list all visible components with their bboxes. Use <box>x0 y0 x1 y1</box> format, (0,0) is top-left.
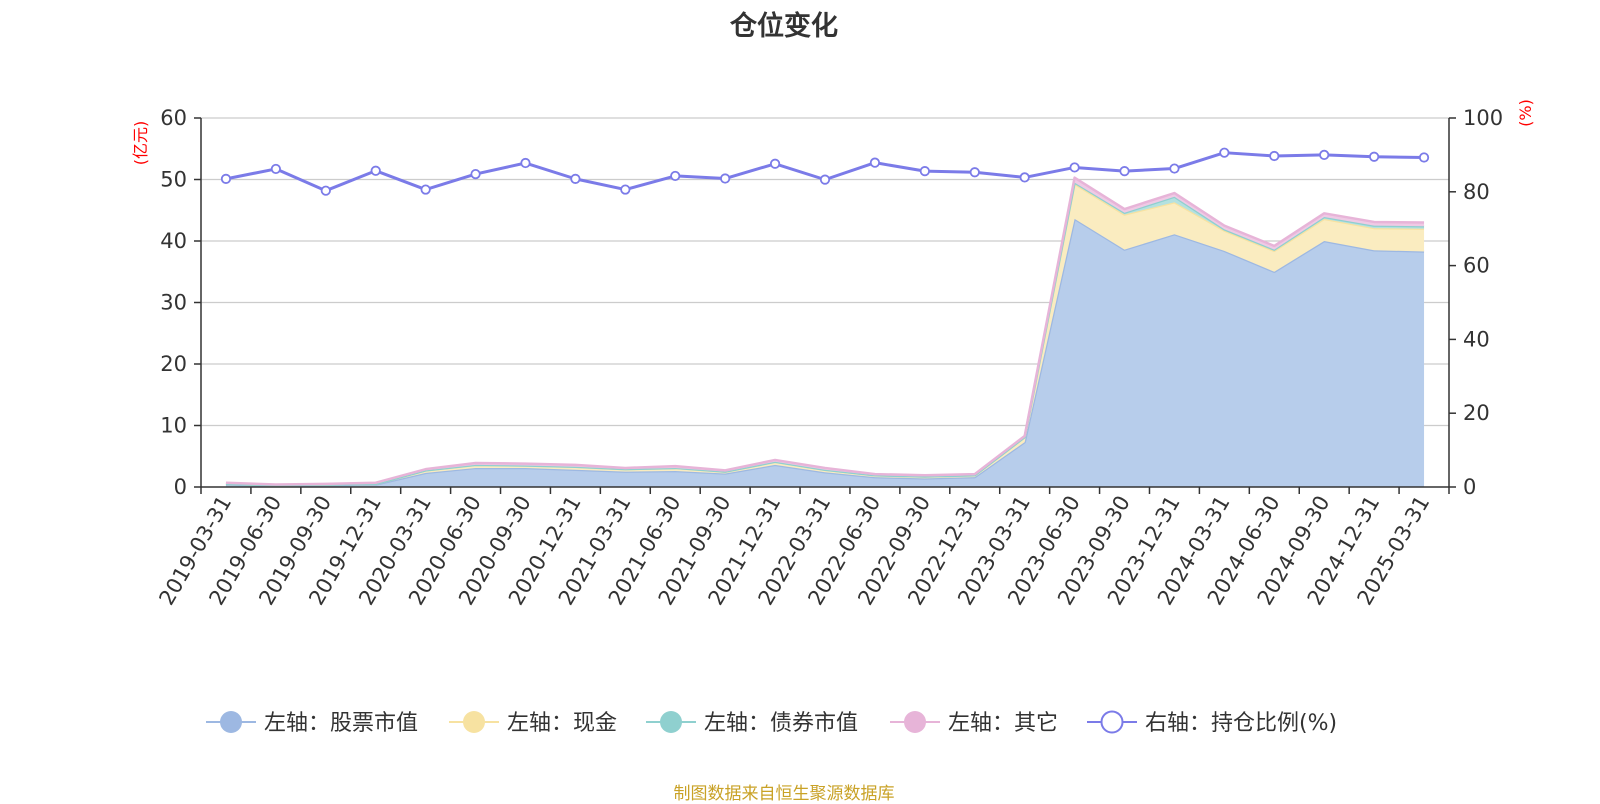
ratio-point <box>1319 149 1330 160</box>
ratio-point <box>720 173 731 184</box>
ratio-point <box>819 174 831 185</box>
right-tick-label: 20 <box>1463 401 1490 425</box>
legend-marker <box>1100 710 1124 734</box>
left-tick-label: 0 <box>174 475 187 499</box>
ratio-line-path <box>225 151 1425 193</box>
ratio-point <box>1019 172 1030 183</box>
area-series-4-edge <box>225 176 1425 486</box>
legend-label: 左轴：债券市值 <box>704 711 858 736</box>
ratio-point <box>520 157 531 169</box>
ratio-point <box>1418 152 1430 163</box>
ratio-point <box>1169 163 1180 174</box>
legend-marker <box>220 711 242 733</box>
ratio-point <box>270 163 281 175</box>
left-tick-label: 20 <box>160 352 187 376</box>
source-note: 制图数据来自恒生聚源数据库 <box>673 784 895 804</box>
ratio-point <box>869 157 881 168</box>
ratio-point <box>969 167 980 178</box>
legend-item-4[interactable]: 左轴：其它 <box>890 711 1058 736</box>
axes <box>194 117 1456 494</box>
area-series-1 <box>225 218 1425 488</box>
ratio-point <box>1369 151 1380 162</box>
right-tick-label: 60 <box>1463 254 1490 278</box>
ratio-point <box>220 173 232 184</box>
gridlines <box>201 117 1449 427</box>
left-tick-label: 50 <box>160 168 187 192</box>
ratio-point <box>470 168 481 180</box>
legend-label: 左轴：现金 <box>507 711 617 736</box>
right-axis-unit: (%) <box>1516 99 1535 127</box>
left-tick-label: 60 <box>160 106 187 130</box>
ratio-point <box>1119 166 1130 177</box>
legend-label: 左轴：股票市值 <box>264 711 418 736</box>
legend-item-2[interactable]: 左轴：现金 <box>449 711 617 736</box>
ratio-point <box>1269 150 1280 162</box>
holding-ratio-line <box>220 147 1430 196</box>
left-axis-unit: (亿元) <box>131 121 150 166</box>
legend-item-3[interactable]: 左轴：债券市值 <box>646 711 858 736</box>
ratio-point <box>919 166 930 177</box>
ratio-point <box>1219 147 1230 158</box>
stacked-areas <box>225 176 1425 488</box>
ratio-point <box>570 173 581 184</box>
left-tick-label: 30 <box>160 291 187 315</box>
legend[interactable]: 左轴：股票市值 左轴：现金 左轴：债券市值 左轴：其它 右轴：持仓比例(%) <box>206 710 1337 736</box>
legend-label: 左轴：其它 <box>948 711 1058 736</box>
ratio-point <box>670 170 681 182</box>
ratio-point <box>320 185 331 196</box>
right-tick-label: 0 <box>1463 475 1476 499</box>
left-tick-label: 10 <box>160 414 187 438</box>
ratio-point <box>769 158 781 169</box>
legend-marker <box>904 711 926 733</box>
chart-title: 仓位变化 <box>730 11 838 42</box>
ratio-point <box>620 184 631 195</box>
ratio-point <box>1069 162 1080 173</box>
left-tick-label: 40 <box>160 229 187 253</box>
ratio-point <box>370 165 381 176</box>
right-tick-label: 80 <box>1463 180 1490 204</box>
legend-item-1[interactable]: 左轴：股票市值 <box>206 711 418 736</box>
legend-marker <box>463 711 485 733</box>
legend-marker <box>660 711 682 733</box>
legend-item-5[interactable]: 右轴：持仓比例(%) <box>1087 710 1337 736</box>
ratio-point <box>420 184 431 195</box>
legend-label: 右轴：持仓比例(%) <box>1145 711 1337 736</box>
right-tick-label: 100 <box>1463 106 1503 130</box>
right-tick-label: 40 <box>1463 327 1490 351</box>
